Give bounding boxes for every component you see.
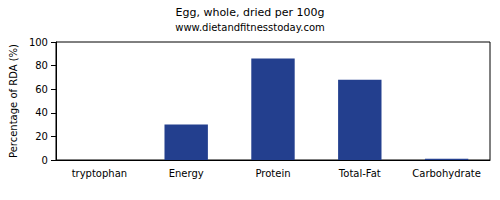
svg-text:Total-Fat: Total-Fat xyxy=(338,168,381,179)
svg-text:Energy: Energy xyxy=(169,168,204,179)
svg-text:www.dietandfitnesstoday.com: www.dietandfitnesstoday.com xyxy=(175,22,324,33)
svg-text:Percentage of RDA (%): Percentage of RDA (%) xyxy=(8,44,19,158)
svg-text:20: 20 xyxy=(35,131,48,142)
svg-text:0: 0 xyxy=(42,155,48,166)
svg-text:Protein: Protein xyxy=(255,168,290,179)
svg-text:Carbohydrate: Carbohydrate xyxy=(412,168,481,179)
svg-text:40: 40 xyxy=(35,107,48,118)
svg-text:80: 80 xyxy=(35,60,48,71)
svg-text:60: 60 xyxy=(35,84,48,95)
svg-text:100: 100 xyxy=(29,37,48,48)
svg-text:Egg, whole, dried per 100g: Egg, whole, dried per 100g xyxy=(176,6,325,19)
svg-text:tryptophan: tryptophan xyxy=(72,168,128,179)
